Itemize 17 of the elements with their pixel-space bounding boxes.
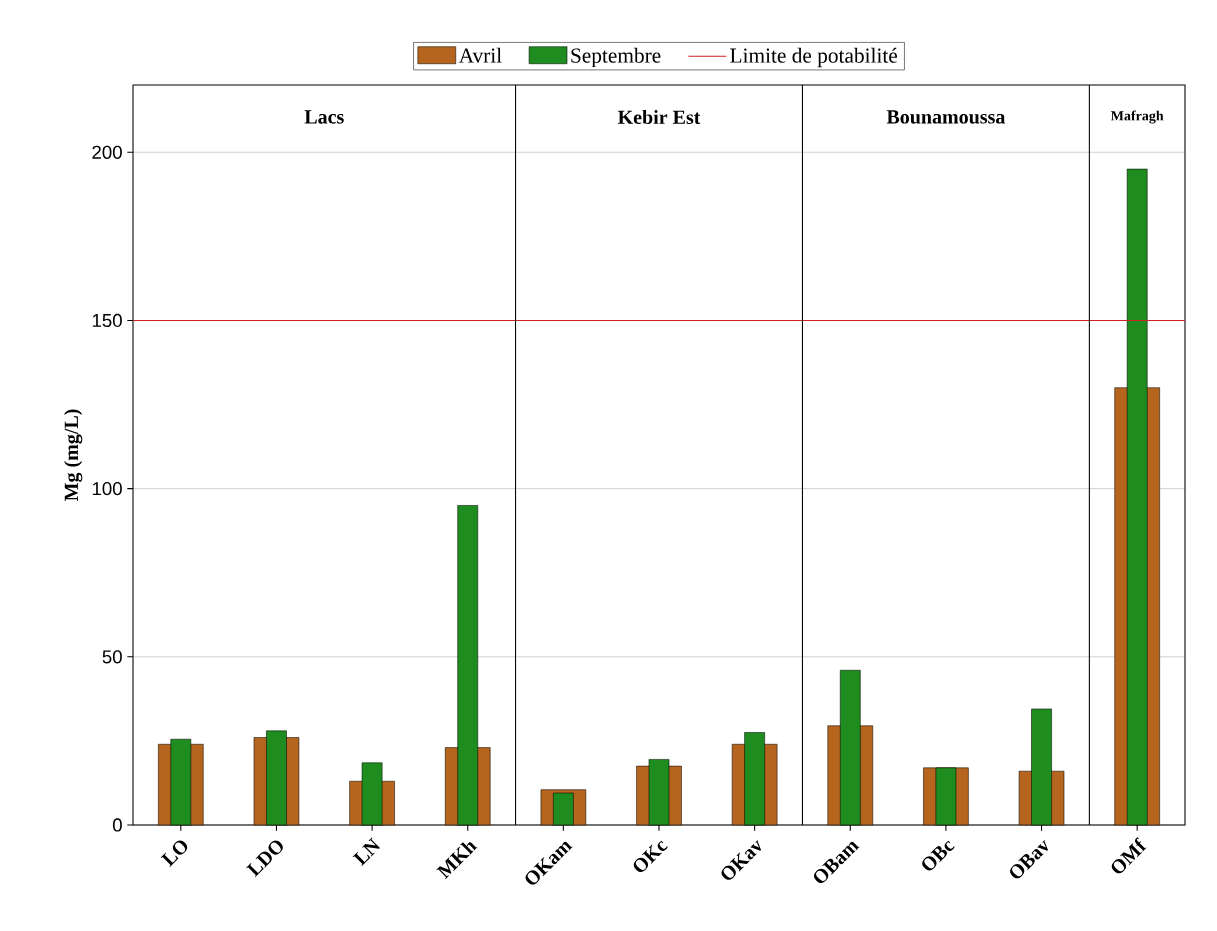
legend-label: Avril bbox=[458, 47, 502, 63]
x-tick-label: OBc bbox=[922, 840, 955, 871]
x-tick-label: LN bbox=[352, 837, 380, 867]
annotation: Kebir Est bbox=[617, 109, 701, 125]
y-tick-label: 0 bbox=[112, 818, 122, 832]
y-tick-label: 150 bbox=[92, 313, 122, 328]
x-tick-label: LO bbox=[160, 840, 188, 867]
y-tick-label: 100 bbox=[92, 482, 122, 496]
y-axis-title: Mg (mg/L) bbox=[64, 409, 83, 502]
annotation: Bounamoussa bbox=[886, 110, 1006, 124]
legend-label: Septembre bbox=[571, 47, 661, 68]
x-tick-label: OKc bbox=[633, 840, 668, 872]
y-tick-label: 200 bbox=[92, 145, 122, 159]
annotation: Lacs bbox=[304, 110, 344, 124]
annotation: Mafragh bbox=[1110, 110, 1164, 124]
legend-label: Limite de potabilité bbox=[730, 47, 898, 68]
y-tick-label: 50 bbox=[102, 650, 122, 664]
